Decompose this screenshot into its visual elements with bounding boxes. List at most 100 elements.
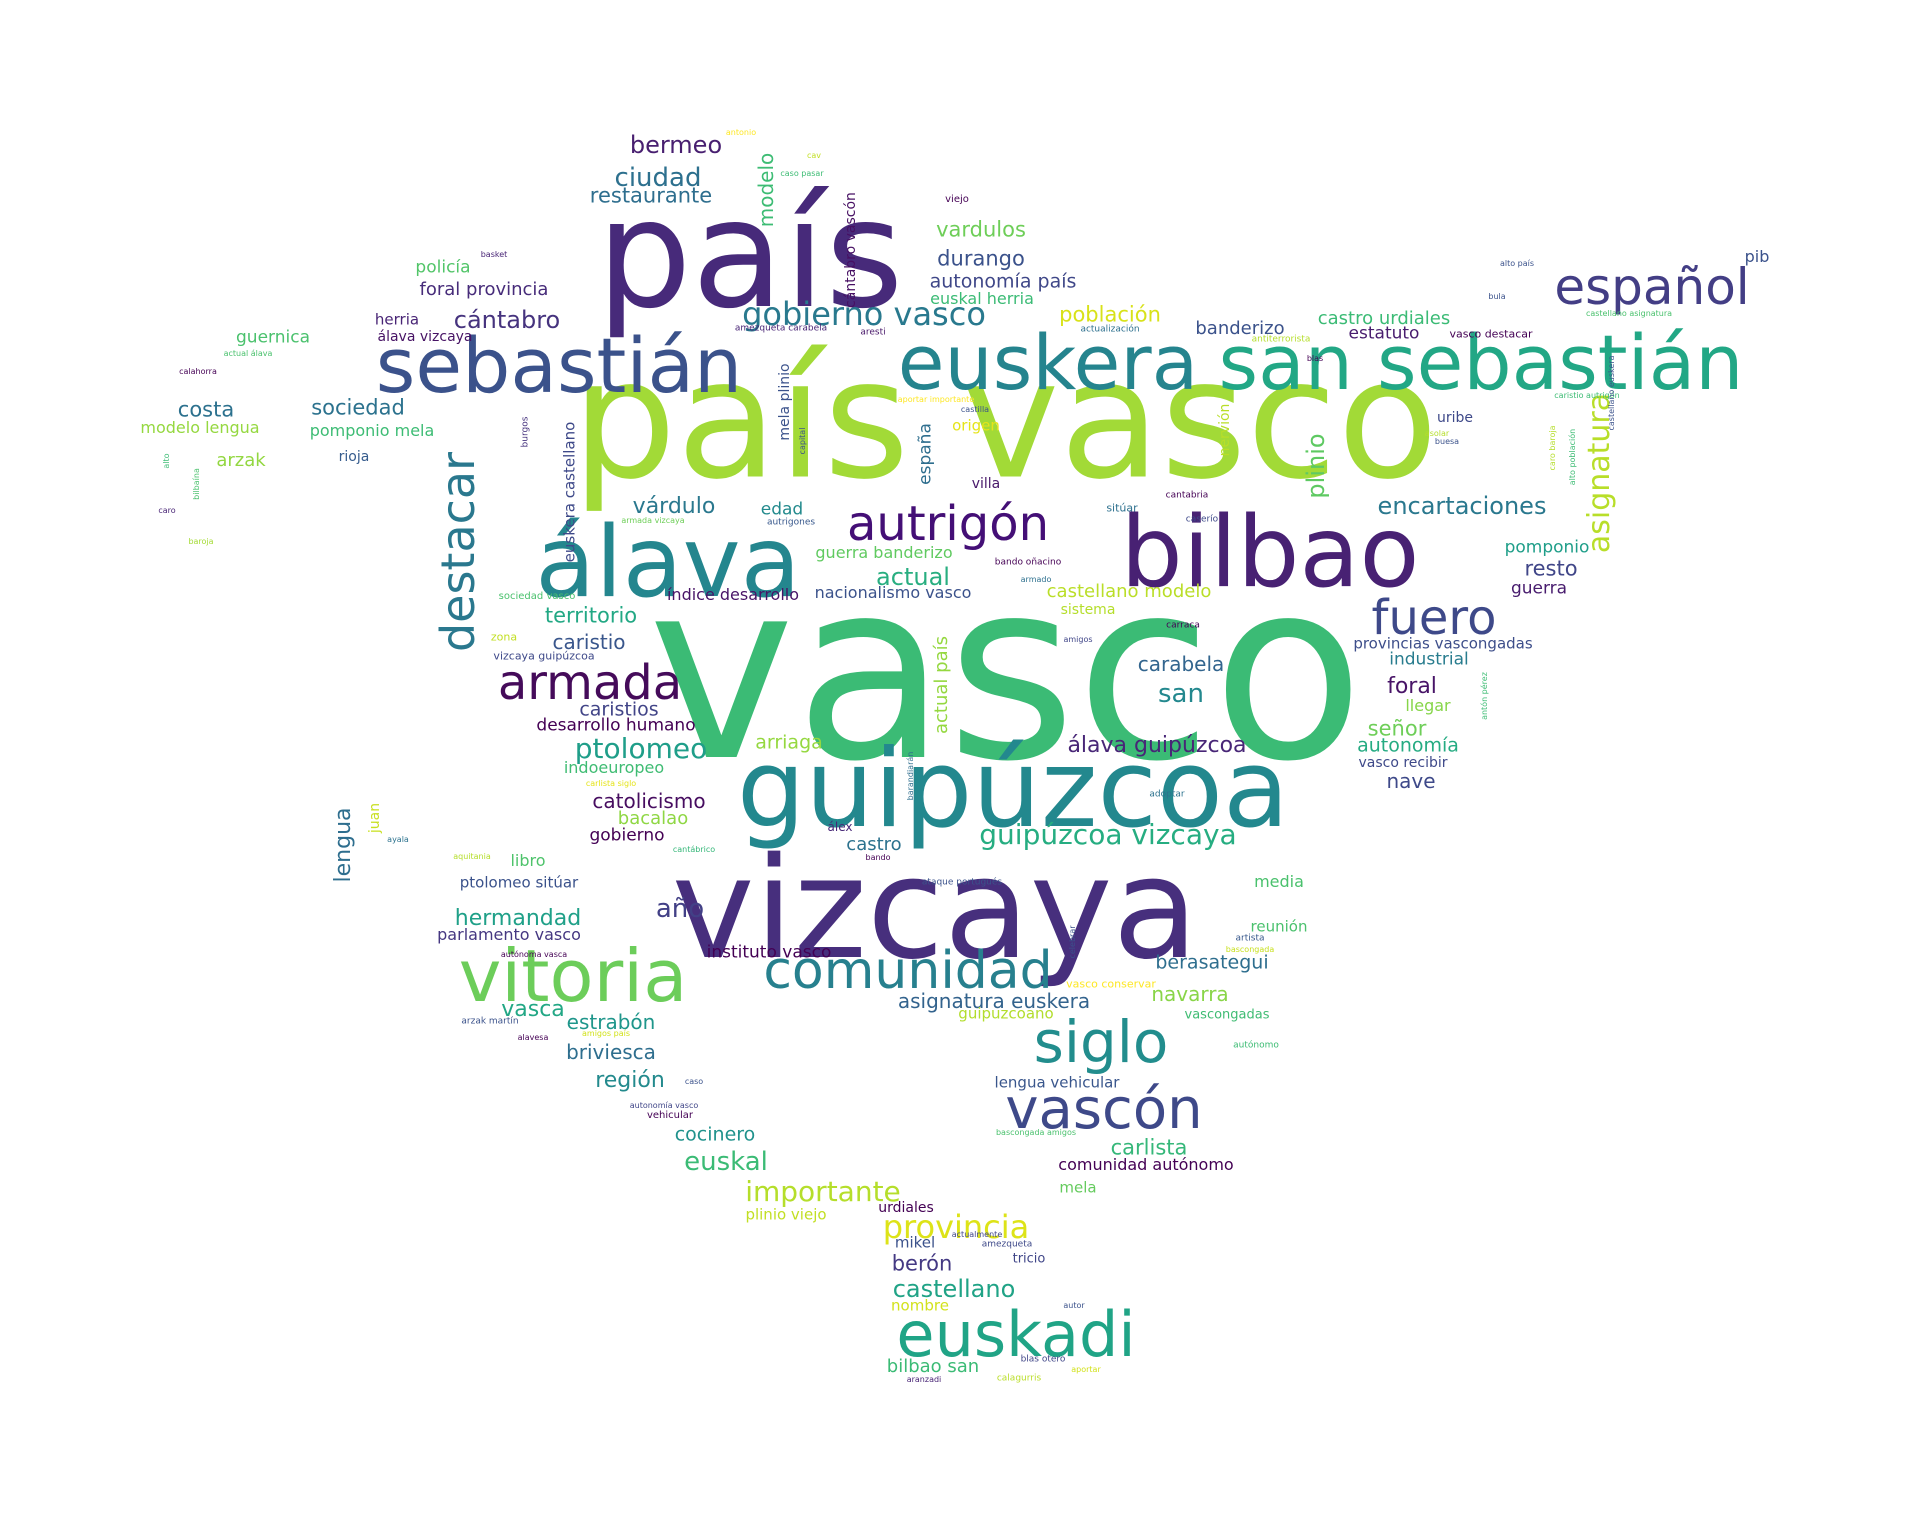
cloud-word: bacalao (617, 808, 689, 829)
cloud-word: sitúar (1106, 501, 1138, 515)
cloud-word: calahorra (179, 367, 217, 376)
cloud-word: comunidad autónomo (1058, 1155, 1234, 1174)
cloud-word: ayala (387, 835, 409, 844)
cloud-word: autrigón (847, 496, 1049, 552)
cloud-word: caso pasar (780, 169, 824, 178)
cloud-word: mela plinio (777, 363, 793, 441)
cloud-word: álava vizcaya (377, 329, 473, 345)
cloud-word: euskera castellano (560, 421, 579, 563)
cloud-word: navarra (1151, 982, 1229, 1006)
cloud-word: caro baroja (1548, 425, 1557, 471)
cloud-word: ciudad (614, 163, 702, 193)
cloud-word: euskera (897, 318, 1199, 407)
cloud-word: álex (827, 820, 853, 834)
cloud-word: caserío (1185, 514, 1219, 525)
cloud-word: basket (480, 250, 508, 259)
cloud-word: carabela (1137, 652, 1225, 676)
cloud-word: encartaciones (1377, 492, 1547, 520)
cloud-word: cántabro (453, 306, 561, 334)
cloud-word: costa (177, 397, 235, 422)
cloud-word: barandiarán (906, 751, 915, 801)
cloud-word: sistema (1060, 602, 1116, 618)
cloud-word: resto (1524, 556, 1578, 581)
cloud-word: castellano modelo (1046, 581, 1212, 602)
cloud-word: siglo (1033, 1008, 1169, 1076)
cloud-word: estrabón (566, 1010, 656, 1034)
cloud-word: carlista (1110, 1135, 1188, 1160)
cloud-word: policía (415, 257, 471, 278)
cloud-word: arzak (216, 450, 266, 471)
cloud-word: baroja (188, 537, 214, 546)
cloud-word: armado (1020, 575, 1052, 584)
cloud-word: media (1254, 872, 1304, 891)
cloud-word: várdulo (632, 494, 716, 519)
cloud-word: cántabro vascón (843, 192, 859, 308)
cloud-word: actual país (931, 636, 952, 734)
cloud-word: cantábrico (672, 845, 716, 854)
cloud-word: calagurris (996, 1373, 1042, 1384)
cloud-word: aportar (1071, 1365, 1101, 1374)
cloud-word: desarrollo humano (536, 715, 696, 736)
cloud-word: vizcaya guipúzcoa (493, 649, 595, 663)
cloud-word: juan (367, 802, 383, 834)
cloud-word: arzak martín (461, 1016, 519, 1027)
cloud-word: villa (971, 476, 1001, 492)
cloud-word: ptolomeo (574, 732, 708, 765)
cloud-word: origen (952, 416, 1000, 435)
cloud-word: mela (1059, 1178, 1097, 1197)
cloud-word: autonomía (1357, 734, 1459, 757)
cloud-word: rioja (338, 449, 370, 465)
cloud-word: herria (374, 310, 420, 329)
cloud-word: año (655, 894, 705, 924)
cloud-word: carlista siglo (585, 779, 637, 788)
cloud-word: restaurante (589, 183, 713, 208)
cloud-word: aranzadi (906, 1375, 942, 1384)
cloud-word: asolar (1424, 429, 1450, 438)
cloud-word: guipuzcoano (958, 1004, 1054, 1023)
cloud-word: guipúzcoa (736, 727, 1290, 852)
cloud-word: plinio (1302, 433, 1330, 499)
cloud-word: san sebastián (1218, 318, 1744, 407)
cloud-word: bilbaína (192, 468, 201, 500)
cloud-word: guerra banderizo (815, 543, 953, 562)
cloud-word: nervión (1217, 403, 1233, 457)
cloud-word: armada vizcaya (621, 516, 685, 525)
cloud-word: vasco destacar (1449, 327, 1533, 341)
cloud-word: español (1554, 258, 1750, 316)
cloud-word: bermeo (629, 131, 723, 159)
cloud-word: caso (684, 1077, 704, 1086)
cloud-word: libro (510, 851, 546, 870)
cloud-word: foral (1387, 674, 1437, 699)
cloud-word: durango (937, 246, 1025, 271)
cloud-word: hermandad (454, 906, 582, 931)
cloud-word: españa (915, 423, 936, 485)
cloud-word: vascón (1005, 1077, 1203, 1142)
cloud-word: celebrar (1068, 925, 1077, 959)
cloud-word: alto población (1568, 428, 1577, 486)
cloud-word: artista (1235, 933, 1265, 944)
cloud-word: bilbao (1120, 496, 1420, 610)
cloud-word: cav (806, 151, 822, 160)
cloud-word: urdiales (878, 1200, 934, 1216)
cloud-word: señor (1367, 716, 1427, 741)
cloud-word: buesa (1434, 437, 1460, 446)
cloud-word: vardulos (936, 217, 1026, 242)
cloud-word: índice desarrollo (666, 585, 800, 604)
cloud-word: actual (876, 563, 950, 591)
cloud-word: vizcaya (671, 828, 1199, 991)
cloud-word: antiterrorista (1251, 334, 1311, 345)
cloud-word: viejo (945, 194, 969, 205)
cloud-word: caristio autrigón (1554, 391, 1620, 400)
cloud-word: alto (162, 453, 171, 469)
cloud-word: cantabria (1165, 490, 1209, 501)
cloud-word: vasca (501, 997, 565, 1022)
cloud-word: estatuto (1348, 323, 1420, 344)
cloud-word: actual álava (223, 349, 273, 358)
cloud-word: sebastián (375, 321, 743, 410)
cloud-word: indoeuropeo (563, 758, 665, 777)
cloud-word: plinio viejo (745, 1205, 827, 1224)
cloud-word: vascongadas (1184, 1007, 1270, 1023)
cloud-word: pomponio (1504, 537, 1590, 558)
cloud-word: pomponio mela (309, 421, 435, 440)
